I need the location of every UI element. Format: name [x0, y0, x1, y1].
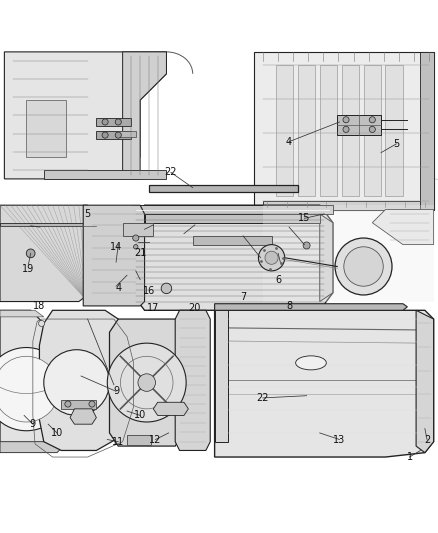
- Circle shape: [161, 283, 172, 294]
- Polygon shape: [96, 131, 131, 140]
- Ellipse shape: [296, 356, 326, 370]
- Polygon shape: [131, 205, 333, 214]
- Text: 7: 7: [240, 292, 246, 302]
- Polygon shape: [276, 65, 293, 197]
- Polygon shape: [215, 310, 434, 457]
- Polygon shape: [70, 409, 96, 424]
- Text: 4: 4: [115, 284, 121, 293]
- Polygon shape: [0, 310, 83, 450]
- Circle shape: [65, 401, 71, 407]
- Circle shape: [343, 126, 349, 133]
- Circle shape: [26, 249, 35, 258]
- Circle shape: [44, 350, 110, 415]
- Text: 1: 1: [406, 452, 413, 462]
- Circle shape: [102, 119, 108, 125]
- Circle shape: [138, 374, 155, 391]
- Text: 16: 16: [143, 286, 155, 296]
- Polygon shape: [175, 310, 210, 450]
- Polygon shape: [337, 115, 381, 135]
- Text: 4: 4: [286, 136, 292, 147]
- Polygon shape: [385, 65, 403, 197]
- Circle shape: [369, 126, 375, 133]
- Polygon shape: [298, 65, 315, 197]
- Circle shape: [89, 401, 95, 407]
- Text: 5: 5: [85, 209, 91, 219]
- Text: 5: 5: [393, 139, 399, 149]
- Circle shape: [134, 245, 138, 249]
- Polygon shape: [193, 236, 272, 245]
- Polygon shape: [131, 205, 333, 310]
- Circle shape: [115, 119, 121, 125]
- Polygon shape: [420, 52, 434, 209]
- Polygon shape: [215, 310, 228, 442]
- Polygon shape: [0, 205, 96, 302]
- Circle shape: [115, 132, 121, 138]
- Polygon shape: [215, 304, 407, 310]
- Polygon shape: [342, 65, 359, 197]
- Text: 22: 22: [257, 393, 269, 403]
- Polygon shape: [110, 319, 184, 446]
- Text: 11: 11: [112, 437, 124, 447]
- Polygon shape: [320, 65, 337, 197]
- Text: 10: 10: [134, 410, 146, 421]
- Polygon shape: [254, 52, 434, 209]
- Text: 13: 13: [333, 434, 346, 445]
- Circle shape: [369, 117, 375, 123]
- Circle shape: [0, 356, 59, 422]
- Polygon shape: [96, 118, 131, 126]
- Polygon shape: [26, 100, 66, 157]
- Text: 20: 20: [189, 303, 201, 313]
- Polygon shape: [263, 205, 434, 302]
- Polygon shape: [83, 205, 145, 306]
- Text: 22: 22: [165, 167, 177, 177]
- Polygon shape: [61, 400, 96, 409]
- Polygon shape: [118, 131, 136, 138]
- Polygon shape: [44, 170, 166, 179]
- Polygon shape: [4, 52, 166, 179]
- Text: 2: 2: [424, 434, 430, 445]
- Circle shape: [335, 238, 392, 295]
- Text: 17: 17: [147, 303, 159, 313]
- Text: 21: 21: [134, 248, 146, 259]
- Circle shape: [107, 343, 186, 422]
- Polygon shape: [263, 201, 434, 209]
- Polygon shape: [364, 65, 381, 197]
- Circle shape: [133, 235, 139, 241]
- Polygon shape: [149, 229, 206, 240]
- Polygon shape: [372, 209, 434, 245]
- Circle shape: [344, 247, 383, 286]
- Text: 14: 14: [110, 242, 122, 252]
- Polygon shape: [149, 185, 298, 192]
- Polygon shape: [153, 402, 188, 415]
- Polygon shape: [0, 310, 44, 317]
- Text: 8: 8: [286, 301, 292, 311]
- Polygon shape: [0, 442, 61, 453]
- Text: 6: 6: [275, 274, 281, 285]
- Circle shape: [0, 348, 68, 431]
- Polygon shape: [39, 310, 140, 450]
- Text: 10: 10: [51, 428, 63, 438]
- Circle shape: [303, 242, 310, 249]
- Text: 19: 19: [22, 264, 35, 273]
- Circle shape: [258, 245, 285, 271]
- Polygon shape: [123, 52, 166, 179]
- Circle shape: [265, 251, 278, 264]
- Polygon shape: [131, 214, 145, 302]
- Polygon shape: [123, 223, 153, 236]
- Polygon shape: [416, 310, 434, 453]
- Circle shape: [39, 320, 45, 327]
- Text: 12: 12: [149, 434, 162, 445]
- Polygon shape: [145, 214, 320, 223]
- Polygon shape: [0, 223, 96, 226]
- Circle shape: [343, 117, 349, 123]
- Polygon shape: [127, 435, 151, 445]
- Text: 9: 9: [30, 419, 36, 429]
- Polygon shape: [320, 214, 333, 302]
- Text: 18: 18: [33, 301, 46, 311]
- Text: 15: 15: [298, 213, 311, 223]
- Circle shape: [102, 132, 108, 138]
- Text: 9: 9: [113, 386, 119, 397]
